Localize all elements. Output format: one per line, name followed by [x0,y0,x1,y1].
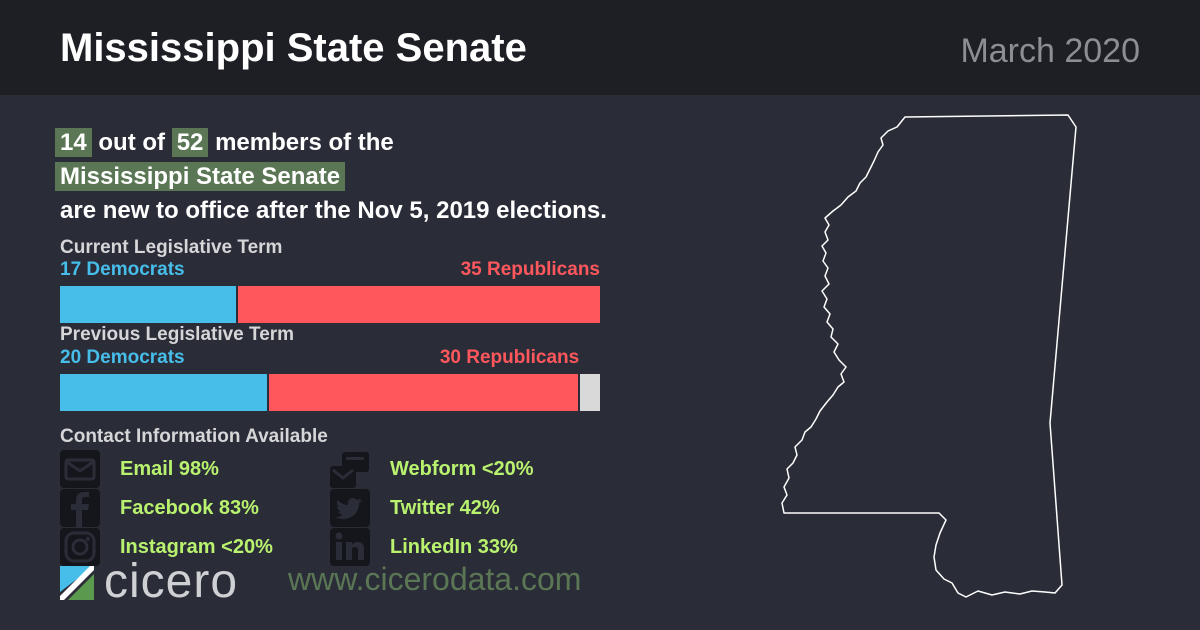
previous-term-label: Previous Legislative Term [60,324,295,345]
previous-vacant-segment [580,374,600,411]
previous-term-bar [60,374,600,411]
previous-democrats-label: 20 Democrats [60,347,185,368]
current-republican-segment [237,286,600,323]
twitter-availability: Twitter 42% [390,497,500,519]
cicero-logo: cicero [60,555,270,608]
webform-icon [330,452,369,488]
current-democrat-segment [60,286,236,323]
new-member-count: 14 [55,128,92,157]
webform-availability: Webform <20% [390,458,534,480]
legislative-body-name: Mississippi State Senate [55,162,346,191]
cicero-logo-mark-icon [60,566,94,600]
mississippi-state-outline [781,114,1077,598]
current-term-label: Current Legislative Term [60,237,283,258]
twitter-icon [330,489,370,527]
report-date: March 2020 [960,32,1140,70]
headline: 14 out of 52 members of the Mississippi … [55,126,695,228]
previous-republican-segment [268,374,579,411]
current-republicans-label: 35 Republicans [460,259,600,280]
linkedin-availability: LinkedIn 33% [390,536,518,558]
website-url[interactable]: www.cicerodata.com [288,561,582,597]
total-member-count: 52 [171,128,209,157]
facebook-availability: Facebook 83% [120,497,259,519]
contact-info-label: Contact Information Available [60,426,328,447]
previous-republicans-label: 30 Republicans [439,347,580,368]
linkedin-icon [330,528,370,566]
headline-members-of: members of the [215,129,394,156]
current-term-party-row: 17 Democrats 35 Republicans [60,259,600,281]
previous-democrat-segment [60,374,267,411]
headline-suffix: are new to office after the Nov 5, 2019 … [60,197,607,224]
instagram-icon [60,528,100,566]
email-availability: Email 98% [120,458,219,480]
current-term-bar [60,286,600,323]
state-border [781,114,1077,598]
page-title: Mississippi State Senate [60,26,527,70]
header-bar: Mississippi State Senate March 2020 [0,0,1200,95]
facebook-icon [60,489,100,527]
headline-out-of: out of [98,129,166,156]
cicero-logo-text: cicero [104,555,239,608]
instagram-availability: Instagram <20% [120,536,273,558]
envelope-icon [60,450,100,488]
current-democrats-label: 17 Democrats [60,259,185,280]
previous-term-party-row: 20 Democrats 30 Republicans [60,347,600,369]
